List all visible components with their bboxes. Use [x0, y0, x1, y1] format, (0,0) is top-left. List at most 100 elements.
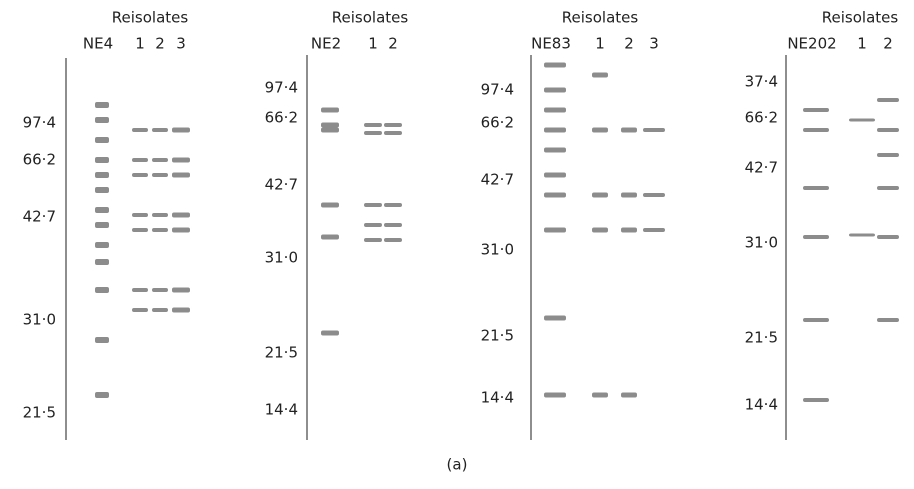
gel-band [132, 158, 148, 162]
gel-band [544, 147, 566, 153]
marker-label: 21·5 [481, 327, 514, 345]
gel-band [95, 187, 109, 193]
gel-band [95, 172, 109, 178]
gel-band [849, 118, 875, 122]
gel-band [384, 131, 402, 135]
marker-label: 97·4 [265, 79, 298, 97]
gel-band [877, 98, 899, 102]
gel-band [152, 228, 168, 232]
marker-label: 97·4 [23, 114, 56, 132]
gel-band [321, 202, 339, 208]
gel-band [95, 287, 109, 293]
marker-label: 66·2 [23, 151, 56, 169]
gel-band [172, 307, 190, 313]
gel-band [384, 223, 402, 227]
gel-band [172, 127, 190, 133]
lane-label: 1 [595, 35, 605, 53]
gel-band [544, 392, 566, 398]
gel-band [95, 242, 109, 248]
panel-header: Reisolates [822, 9, 899, 27]
gel-band [621, 127, 637, 133]
gel-band [621, 192, 637, 198]
gel-band [803, 128, 829, 132]
marker-label: 14·4 [745, 396, 778, 414]
gel-band [95, 117, 109, 123]
lane-label: 3 [176, 35, 186, 53]
gel-band [803, 186, 829, 190]
marker-label: 66·2 [265, 109, 298, 127]
gel-band [95, 222, 109, 228]
gel-band [321, 127, 339, 133]
gel-band [621, 227, 637, 233]
gel-band [877, 153, 899, 157]
gel-band [172, 227, 190, 233]
lane-label: 1 [368, 35, 378, 53]
gel-band [849, 233, 875, 237]
gel-band [592, 127, 608, 133]
marker-label: 97·4 [481, 81, 514, 99]
gel-band [592, 392, 608, 398]
lane-label: 1 [857, 35, 867, 53]
gel-band [172, 287, 190, 293]
marker-label: 21·5 [745, 329, 778, 347]
gel-band [321, 330, 339, 336]
gel-band [384, 203, 402, 207]
gel-band [877, 235, 899, 239]
gel-band [132, 128, 148, 132]
gel-band [643, 128, 665, 132]
panel-header: Reisolates [332, 9, 409, 27]
gel-band [364, 223, 382, 227]
caption: (a) [447, 456, 468, 474]
gel-band [95, 392, 109, 398]
gel-band [384, 123, 402, 127]
lane-label: NE4 [83, 35, 113, 53]
gel-band [95, 337, 109, 343]
marker-label: 14·4 [265, 401, 298, 419]
gel-band [643, 228, 665, 232]
gel-band [95, 259, 109, 265]
marker-label: 21·5 [23, 404, 56, 422]
marker-label: 31·0 [23, 311, 56, 329]
gel-band [132, 288, 148, 292]
gel-band [544, 227, 566, 233]
gel-band [803, 108, 829, 112]
lane-label: 2 [155, 35, 165, 53]
lane-label: 3 [649, 35, 659, 53]
gel-band [384, 238, 402, 242]
gel-band [95, 137, 109, 143]
gel-band [321, 234, 339, 240]
gel-band [643, 193, 665, 197]
lane-label: 2 [883, 35, 893, 53]
panel-header: Reisolates [112, 9, 189, 27]
gel-band [877, 128, 899, 132]
gel-band [152, 128, 168, 132]
gel-band [364, 203, 382, 207]
lane-label: 2 [388, 35, 398, 53]
gel-band [132, 228, 148, 232]
gel-band [132, 308, 148, 312]
gel-band [544, 87, 566, 93]
gel-band [803, 318, 829, 322]
gel-band [132, 213, 148, 217]
gel-band [877, 318, 899, 322]
gel-band [321, 107, 339, 113]
marker-label: 31·0 [745, 234, 778, 252]
gel-band [152, 213, 168, 217]
lane-label: 1 [135, 35, 145, 53]
panel-header: Reisolates [562, 9, 639, 27]
gel-band [544, 172, 566, 178]
gel-band [364, 123, 382, 127]
gel-band [132, 173, 148, 177]
marker-label: 42·7 [745, 159, 778, 177]
gel-band [152, 288, 168, 292]
gel-band [803, 398, 829, 402]
gel-band [621, 392, 637, 398]
marker-label: 42·7 [23, 208, 56, 226]
marker-label: 21·5 [265, 344, 298, 362]
marker-label: 37·4 [745, 73, 778, 91]
gel-band [95, 102, 109, 108]
lane-label: 2 [624, 35, 634, 53]
gel-band [803, 235, 829, 239]
gel-band [877, 186, 899, 190]
gel-band [152, 308, 168, 312]
